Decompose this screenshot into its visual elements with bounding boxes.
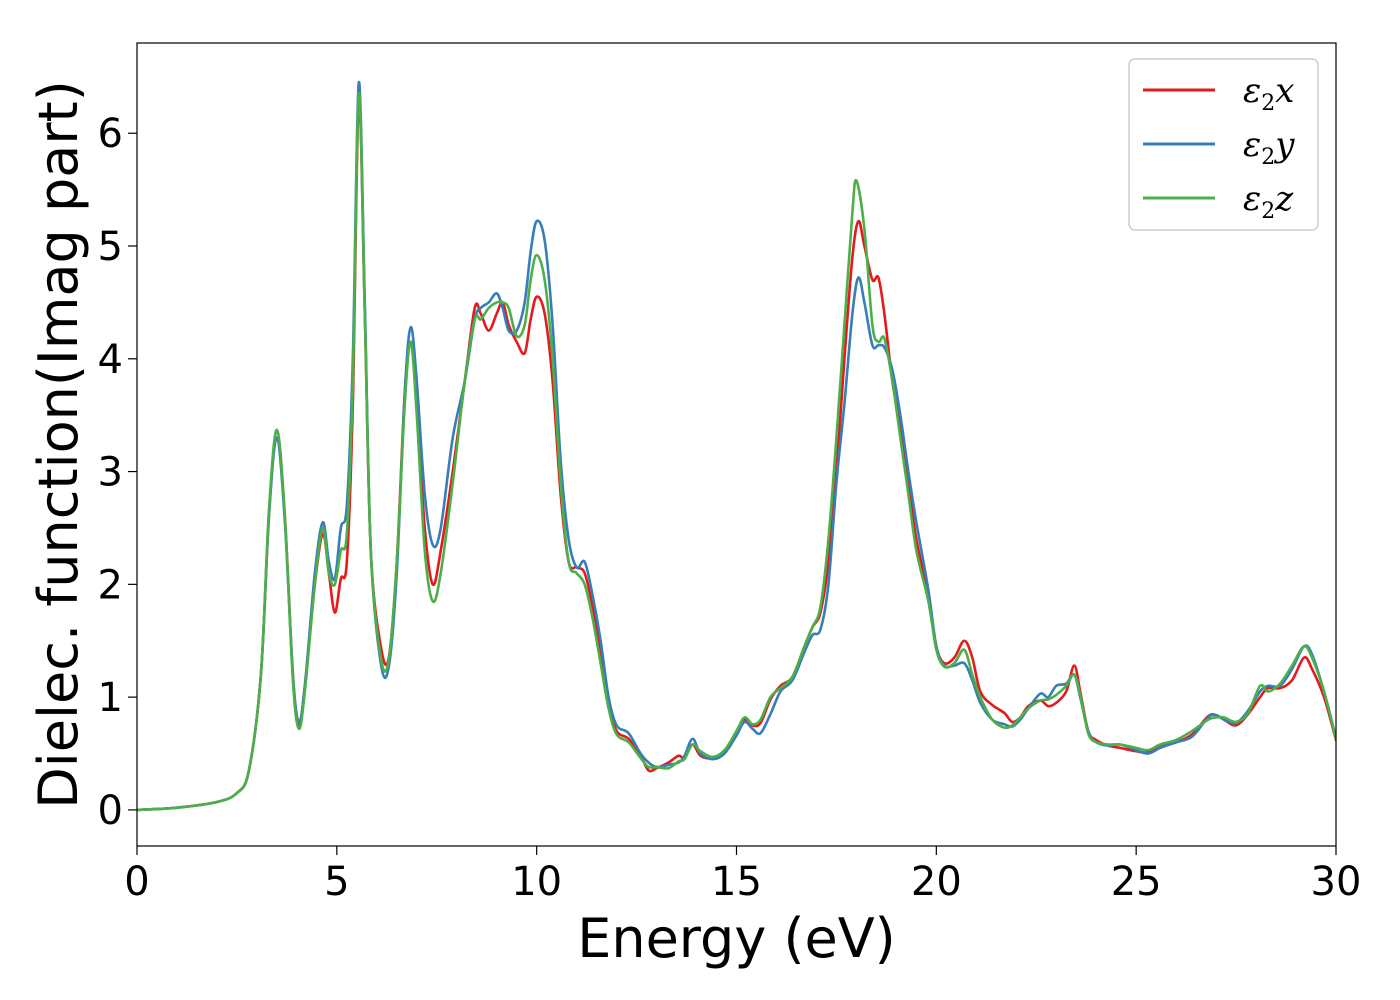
y-tick-label: 1 (98, 675, 123, 721)
legend-box (1128, 58, 1319, 231)
legend-label-z: ε2z (1243, 179, 1294, 224)
series-line-z (137, 92, 1336, 812)
x-tick-label: 15 (711, 859, 762, 905)
legend-label-x: ε2x (1243, 71, 1294, 116)
x-tick-label: 0 (124, 859, 149, 905)
x-tick-label: 10 (511, 859, 562, 905)
legend-label-y: ε2y (1243, 125, 1295, 170)
y-axis-label: Dielec. function(Imag part) (27, 80, 90, 809)
y-tick-label: 2 (98, 562, 123, 608)
x-tick-label: 5 (324, 859, 349, 905)
legend: ε2x ε2y ε2z (1128, 58, 1319, 231)
y-tick-label: 0 (98, 788, 123, 834)
x-tick-label: 30 (1311, 859, 1362, 905)
y-tick-label: 3 (98, 450, 123, 496)
x-tick-label: 20 (911, 859, 962, 905)
y-tick-label: 4 (98, 337, 123, 383)
y-tick-label: 6 (98, 111, 123, 157)
y-axis-ticks: 0 1 2 3 4 5 6 (98, 111, 137, 834)
x-axis-label: Energy (eV) (577, 907, 896, 970)
y-tick-label: 5 (98, 224, 123, 270)
x-tick-label: 25 (1111, 859, 1162, 905)
x-axis-ticks: 0 5 10 15 20 25 30 (124, 846, 1361, 905)
series-layer (137, 81, 1336, 812)
